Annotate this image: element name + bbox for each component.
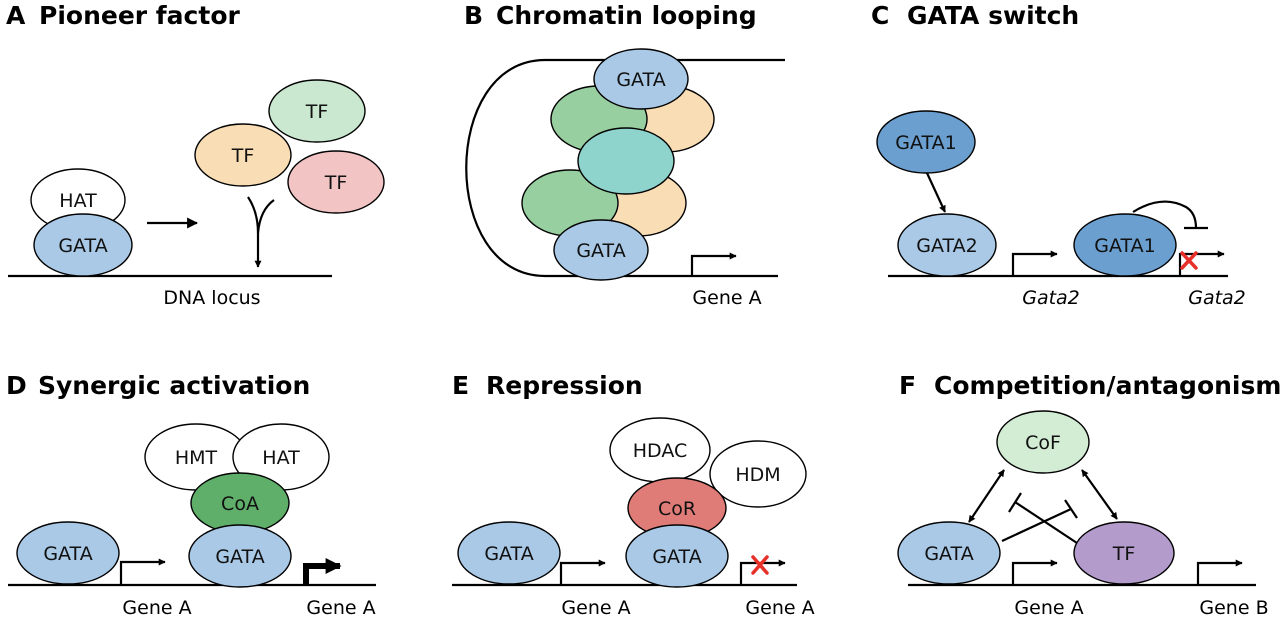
- gata2-gene-left-label: Gata2: [1022, 287, 1080, 309]
- gata-top-oval: [593, 48, 689, 110]
- panel-a-letter: A: [6, 1, 26, 30]
- gata-right-label: GATA: [215, 546, 264, 568]
- block-x-icon: [1180, 251, 1198, 270]
- promoter-arrow-left: [119, 558, 166, 585]
- panel-f-title: Competition/antagonism: [934, 371, 1280, 400]
- cof-oval: [996, 410, 1090, 474]
- gata-bottom-oval: [553, 219, 649, 281]
- gene-a-right-label: Gene A: [306, 597, 375, 619]
- cof-gata-double-arrow: [968, 469, 1005, 523]
- cof-tf-double-arrow: [1081, 469, 1118, 520]
- gata-right-oval: [188, 524, 292, 588]
- gata-left-oval: [16, 521, 120, 585]
- hmt-label: HMT: [175, 447, 218, 469]
- converge-line-left: [247, 196, 260, 234]
- gata-oval: [33, 213, 133, 277]
- gata2-oval: [897, 213, 997, 277]
- gata-label: GATA: [924, 543, 973, 565]
- chromatin-loop: [465, 58, 785, 278]
- gata1-to-gata2-arrow: [926, 172, 946, 213]
- cor-label: CoR: [658, 498, 696, 520]
- gata1-bound-oval: [1073, 213, 1177, 277]
- promoter-arrow-gene-b: [1196, 559, 1243, 585]
- gata1-top-oval: [876, 110, 976, 174]
- panel-c-letter: C: [871, 1, 889, 30]
- panel-b-title: Chromatin looping: [496, 1, 757, 30]
- panel-e: E Repression GATA HDAC HDM CoR GATA Gene…: [452, 371, 815, 619]
- gata1-bound-label: GATA1: [1094, 235, 1155, 257]
- panel-a-title: Pioneer factor: [39, 1, 241, 30]
- tf-inhibits-gata-bar: [1008, 492, 1022, 513]
- hdac-label: HDAC: [633, 440, 688, 462]
- gene-b-label: Gene B: [1199, 597, 1268, 619]
- hat-label: HAT: [59, 190, 97, 212]
- gata-top-label: GATA: [616, 69, 665, 91]
- gene-a-label: Gene A: [692, 287, 761, 309]
- tf-green-oval: [268, 79, 366, 143]
- gata2-promoter-arrow: [1011, 250, 1058, 276]
- panel-f-letter: F: [899, 371, 916, 400]
- panel-f: F Competition/antagonism CoF GATA TF Gen…: [897, 371, 1280, 619]
- panel-b-letter: B: [464, 1, 483, 30]
- panel-d: D Synergic activation GATA HMT HAT CoA G…: [6, 371, 376, 619]
- gata-left-label: GATA: [484, 543, 533, 565]
- blocked-promoter-arrow: [1178, 250, 1225, 276]
- tf-inhibits-gata-line: [1014, 501, 1081, 546]
- tf-orange-oval: [194, 123, 292, 187]
- gene-a-right-label: Gene A: [745, 597, 814, 619]
- repression-curve: [1132, 200, 1198, 229]
- panel-c: C GATA switch GATA1 GATA2 GATA1 Gata2 Ga…: [871, 1, 1246, 309]
- gene-a-left-label: Gene A: [122, 597, 191, 619]
- tf-oval: [1073, 521, 1175, 585]
- gata1-top-label: GATA1: [895, 132, 956, 154]
- dna-locus-label: DNA locus: [163, 287, 260, 309]
- gata2-label: GATA2: [916, 235, 977, 257]
- tf-green-label: TF: [305, 101, 329, 123]
- panel-d-letter: D: [6, 371, 27, 400]
- strong-activation-arrow: [303, 558, 342, 585]
- gene-a-left-label: Gene A: [561, 597, 630, 619]
- panel-c-title: GATA switch: [907, 1, 1079, 30]
- tf-label: TF: [1112, 543, 1136, 565]
- promoter-arrow-left: [559, 559, 606, 585]
- gene-a-label: Gene A: [1014, 597, 1083, 619]
- panel-e-letter: E: [452, 371, 469, 400]
- promoter-arrow: [690, 252, 737, 276]
- blocked-promoter-arrow: [739, 559, 786, 585]
- hdm-label: HDM: [735, 464, 780, 486]
- gata-inhibits-tf-line: [1001, 508, 1072, 542]
- gata-label: GATA: [58, 235, 107, 257]
- panel-b: B Chromatin looping GATA GATA Gene A: [464, 1, 785, 309]
- gata-right-label: GATA: [652, 546, 701, 568]
- gata-left-label: GATA: [43, 543, 92, 565]
- gata-left-oval: [457, 521, 561, 585]
- tf-pink-oval: [287, 150, 385, 214]
- coa-label: CoA: [221, 493, 259, 515]
- hdm-oval: [709, 440, 807, 508]
- hat-label: HAT: [262, 447, 300, 469]
- gata-oval: [897, 521, 1001, 585]
- panel-e-title: Repression: [486, 371, 643, 400]
- panel-d-title: Synergic activation: [38, 371, 310, 400]
- tf-pink-label: TF: [324, 172, 348, 194]
- gata2-gene-right-label: Gata2: [1188, 287, 1246, 309]
- promoter-arrow-gene-a: [1011, 559, 1058, 585]
- gata-right-oval: [625, 524, 729, 588]
- gata-bottom-label: GATA: [576, 240, 625, 262]
- cofactor-teal: [577, 127, 675, 195]
- tf-orange-label: TF: [231, 145, 255, 167]
- cof-label: CoF: [1025, 432, 1061, 454]
- gata-inhibits-tf-bar: [1064, 499, 1078, 519]
- converge-line-right: [256, 199, 275, 234]
- panel-a: A Pioneer factor HAT GATA TF TF TF DNA l…: [6, 1, 385, 309]
- block-x-icon: [751, 555, 769, 575]
